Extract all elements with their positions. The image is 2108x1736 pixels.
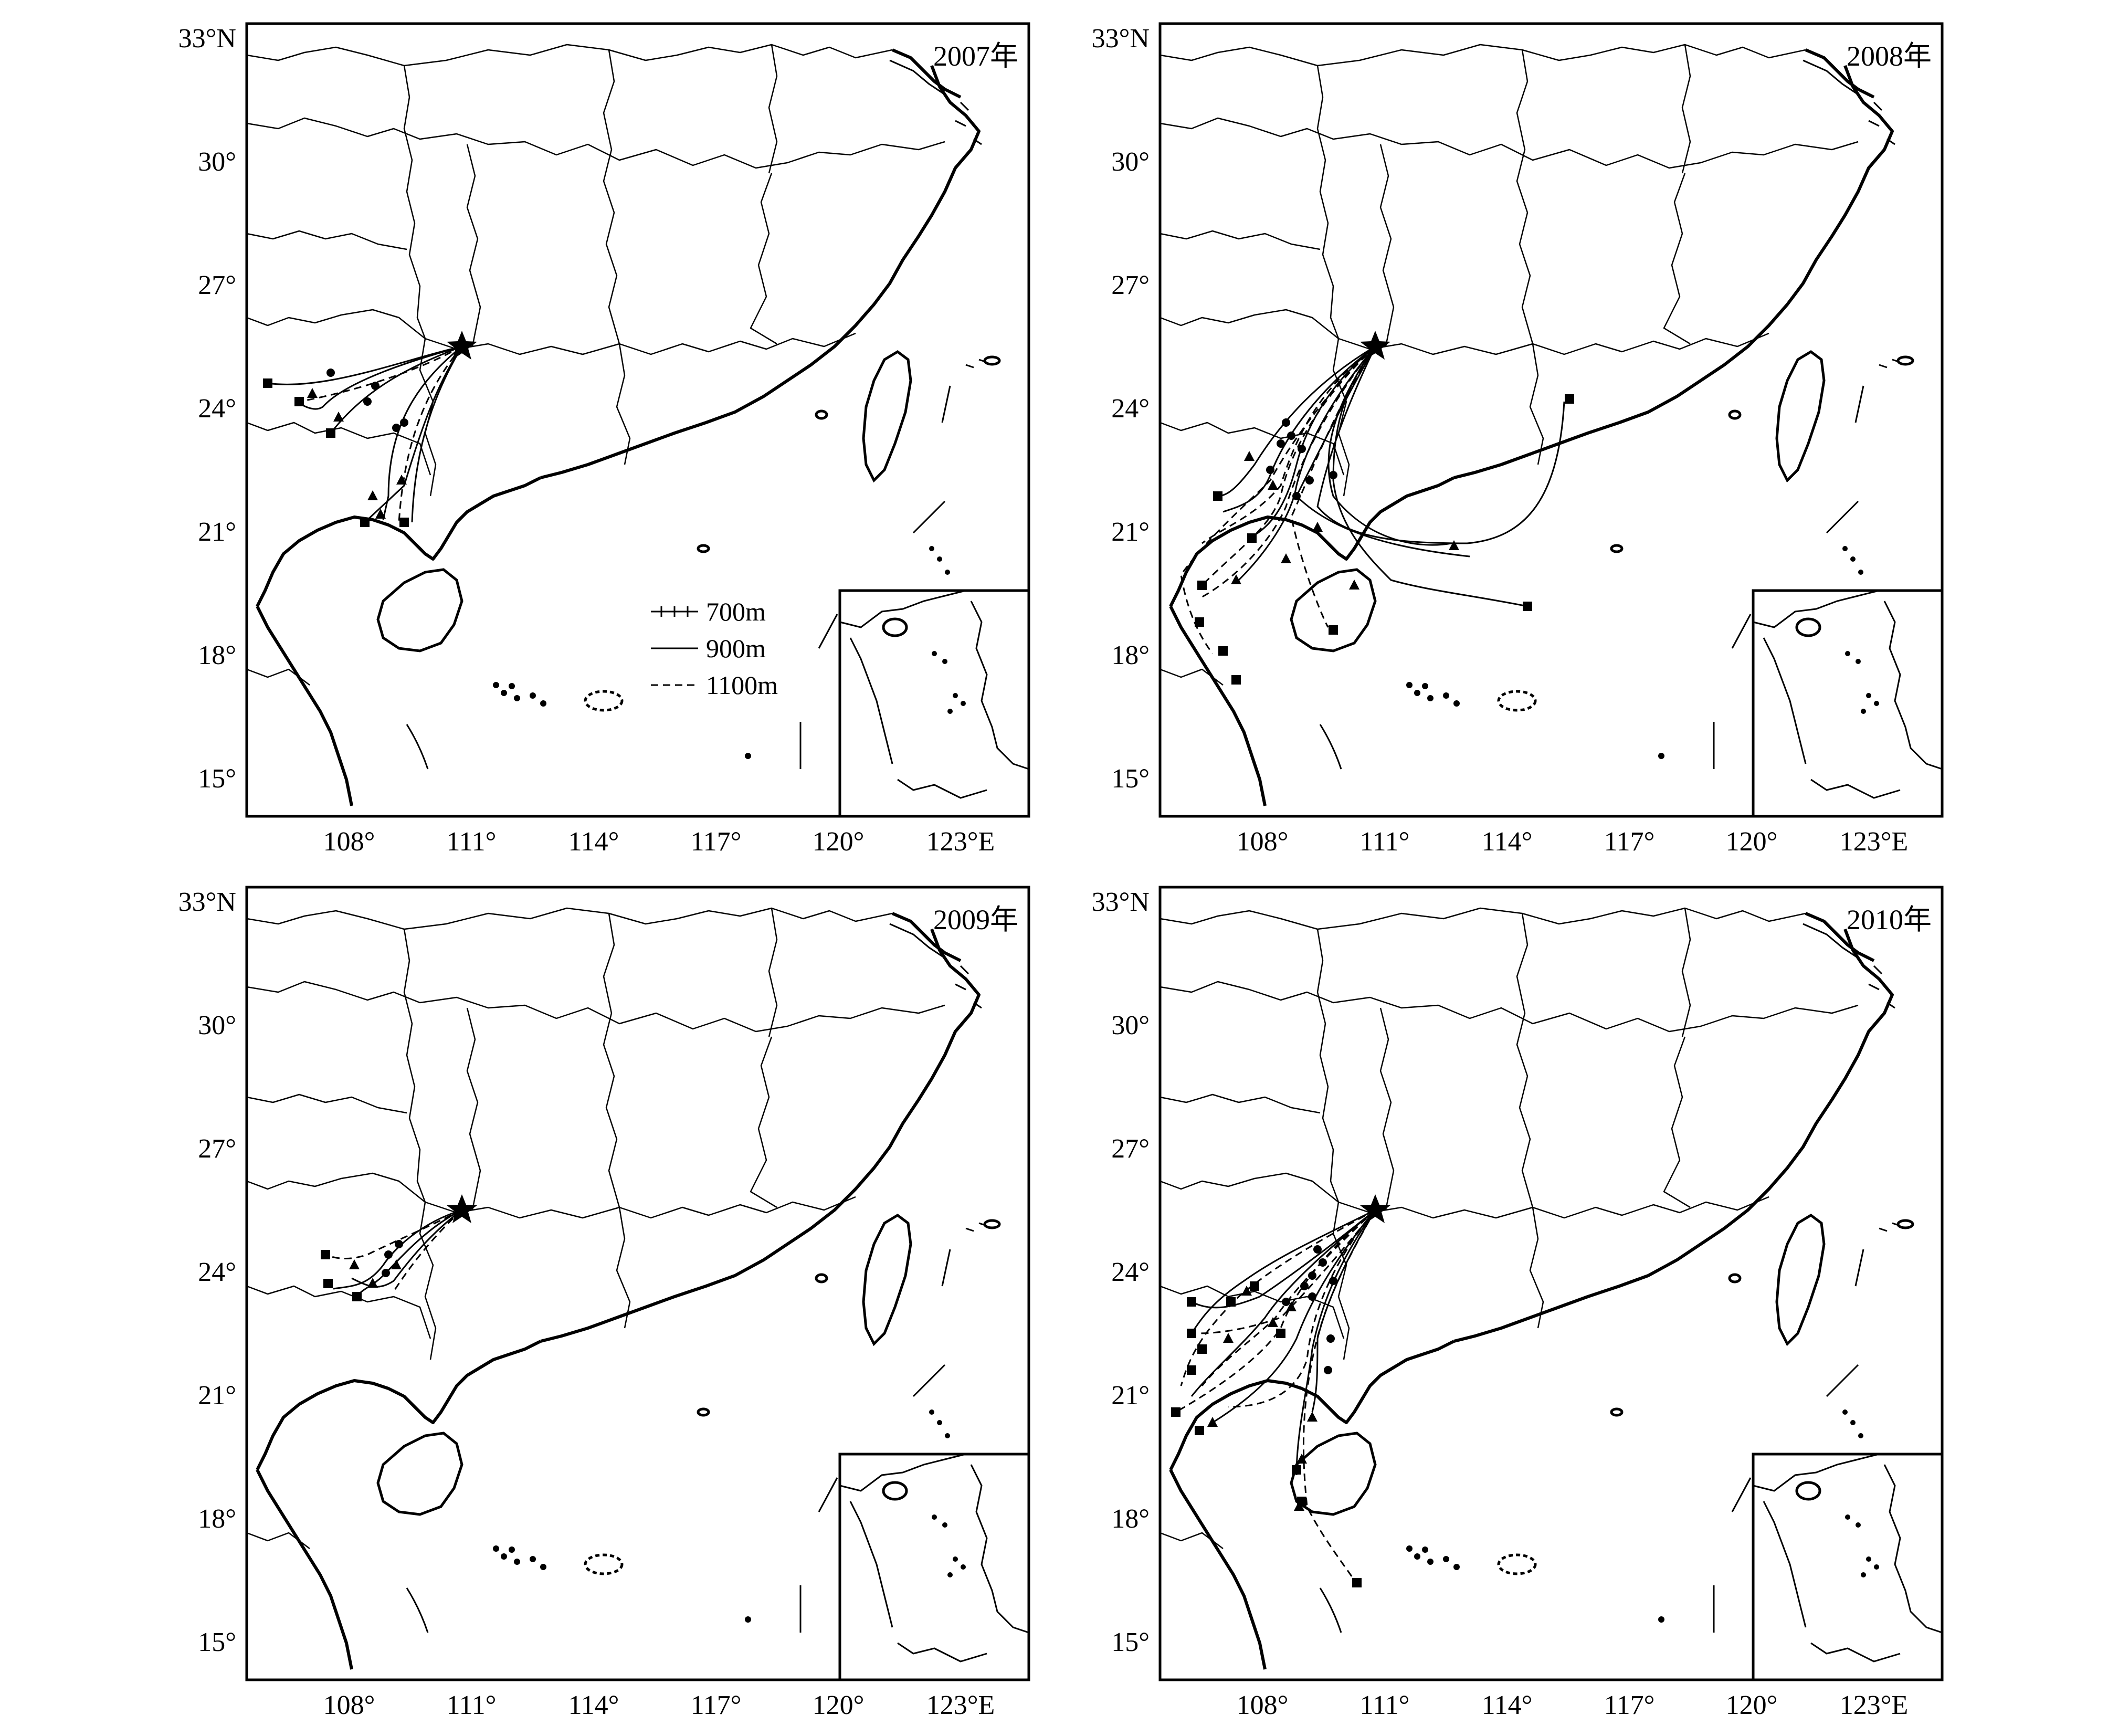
year-label: 2010年 [1847, 904, 1932, 935]
map-panel-2010: 2010年 [1158, 886, 1944, 1681]
map-panel-2009: 2009年 [245, 886, 1030, 1681]
legend-1100m: 1100m [706, 670, 778, 700]
lat-tick-label: 27° [1111, 1134, 1150, 1164]
lon-tick-label: 108° [1237, 827, 1289, 857]
lat-tick-label: 15° [1111, 764, 1150, 794]
lon-tick-label: 111° [447, 1690, 497, 1720]
map-frame [245, 22, 1030, 818]
lon-tick-label: 117° [691, 827, 742, 857]
map-panel-2007: 700m 900m 1100m 2007年 [245, 22, 1030, 818]
lon-tick-label: 108° [323, 1690, 375, 1720]
lon-tick-label: 117° [1604, 1690, 1655, 1720]
lat-tick-label: 33°N [1092, 887, 1150, 917]
lon-tick-label: 120° [1726, 827, 1778, 857]
lon-axis-labels-top-left: 108° 111° 114° 117° 120° 123°E [323, 827, 995, 857]
map-frame [1158, 22, 1944, 818]
lat-tick-label: 27° [198, 1134, 236, 1164]
lon-tick-label: 120° [1726, 1690, 1778, 1720]
lon-tick-label: 123°E [1840, 1690, 1909, 1720]
lon-tick-label: 114° [568, 827, 619, 857]
map-frame [1158, 886, 1944, 1681]
lon-tick-label: 120° [813, 827, 865, 857]
year-label: 2009年 [933, 904, 1018, 935]
lat-tick-label: 21° [198, 517, 236, 547]
lat-tick-label: 18° [198, 1504, 236, 1534]
lon-tick-label: 117° [691, 1690, 742, 1720]
year-label: 2007年 [933, 40, 1018, 72]
lat-tick-label: 21° [1111, 517, 1150, 547]
year-label: 2008年 [1847, 40, 1932, 72]
lat-tick-label: 33°N [1092, 24, 1150, 54]
lon-tick-label: 111° [1360, 827, 1410, 857]
lat-tick-label: 30° [198, 1011, 236, 1040]
trajectory-group [267, 345, 463, 523]
inset-map [1732, 591, 1942, 816]
lat-tick-label: 24° [198, 1257, 236, 1287]
lon-axis-labels-bottom-right: 108° 111° 114° 117° 120° 123°E [1237, 1690, 1909, 1720]
lat-tick-label: 15° [1111, 1627, 1150, 1657]
lon-tick-label: 114° [1482, 1690, 1533, 1720]
trajectory-group [1175, 1209, 1376, 1581]
lon-tick-label: 111° [1360, 1690, 1410, 1720]
lon-axis-labels-bottom-left: 108° 111° 114° 117° 120° 123°E [323, 1690, 995, 1720]
lat-tick-label: 24° [1111, 394, 1150, 424]
lon-tick-label: 123°E [926, 1690, 995, 1720]
lat-tick-label: 27° [1111, 270, 1150, 300]
legend-900m: 900m [706, 634, 766, 663]
lat-tick-label: 15° [198, 1627, 236, 1657]
lat-tick-label: 33°N [178, 887, 236, 917]
trajectory-group [325, 1209, 463, 1297]
inset-map [819, 591, 1029, 816]
lon-tick-label: 108° [1237, 1690, 1289, 1720]
lat-tick-label: 33°N [178, 24, 236, 54]
lat-tick-label: 18° [1111, 640, 1150, 670]
lat-tick-label: 30° [1111, 1011, 1150, 1040]
lon-tick-label: 120° [813, 1690, 865, 1720]
legend: 700m 900m 1100m [651, 597, 778, 700]
lat-tick-label: 30° [198, 147, 236, 177]
lat-tick-label: 21° [1111, 1381, 1150, 1411]
inset-map [819, 1454, 1029, 1680]
lon-axis-labels-top-right: 108° 111° 114° 117° 120° 123°E [1237, 827, 1909, 857]
lat-tick-label: 21° [198, 1381, 236, 1411]
lon-tick-label: 111° [447, 827, 497, 857]
map-frame [245, 886, 1030, 1681]
lat-axis-labels-top-left: 33°N 30° 27° 24° 21° 18° 15° [178, 24, 236, 794]
trajectory-group [1180, 345, 1565, 654]
lon-tick-label: 108° [323, 827, 375, 857]
lat-tick-label: 27° [198, 270, 236, 300]
lat-tick-label: 30° [1111, 147, 1150, 177]
lon-tick-label: 114° [1482, 827, 1533, 857]
lat-tick-label: 15° [198, 764, 236, 794]
lon-tick-label: 123°E [926, 827, 995, 857]
lat-axis-labels-top-right: 33°N 30° 27° 24° 21° 18° 15° [1092, 24, 1150, 794]
inset-map [1732, 1454, 1942, 1680]
lat-tick-label: 18° [1111, 1504, 1150, 1534]
legend-700m: 700m [706, 597, 766, 626]
map-panel-2008: 2008年 [1158, 22, 1944, 818]
lat-axis-labels-bottom-right: 33°N 30° 27° 24° 21° 18° 15° [1092, 887, 1150, 1657]
lon-tick-label: 123°E [1840, 827, 1909, 857]
lat-tick-label: 18° [198, 640, 236, 670]
lon-tick-label: 117° [1604, 827, 1655, 857]
lat-axis-labels-bottom-left: 33°N 30° 27° 24° 21° 18° 15° [178, 887, 236, 1657]
lat-tick-label: 24° [198, 394, 236, 424]
lat-tick-label: 24° [1111, 1257, 1150, 1287]
lon-tick-label: 114° [568, 1690, 619, 1720]
